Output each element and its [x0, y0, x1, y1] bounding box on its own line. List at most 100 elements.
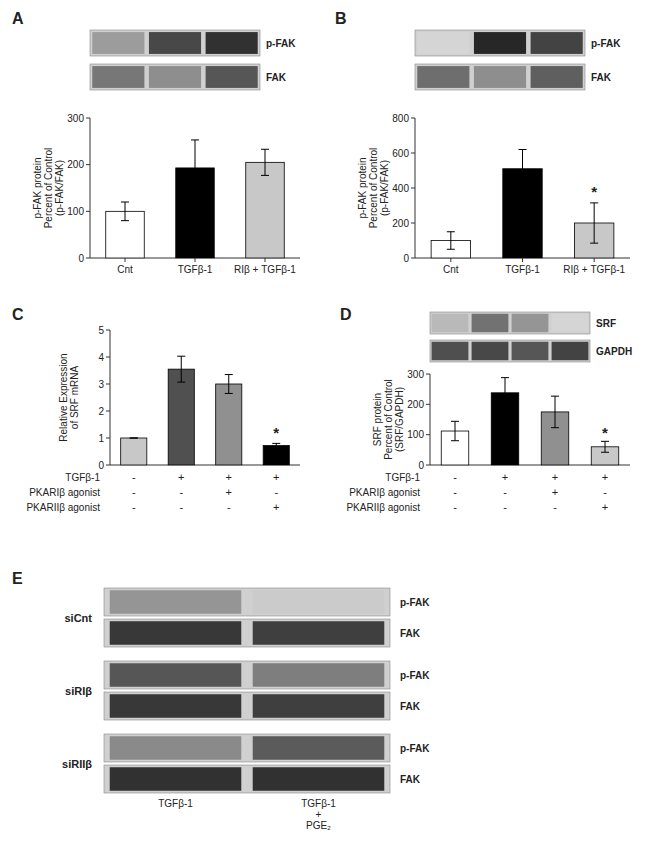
y-axis: [110, 330, 111, 465]
strip-label: p-FAK: [400, 597, 430, 608]
panel-letter: E: [12, 570, 23, 587]
blot-strip: [104, 734, 390, 762]
blot-band: [552, 314, 589, 332]
y-tick-label: 0: [78, 253, 84, 264]
y-tick: [411, 153, 415, 154]
y-tick-label: 200: [67, 159, 84, 170]
blot-band: [552, 342, 589, 360]
bar: [168, 369, 194, 465]
error-bar: [272, 443, 280, 447]
blot-strip: [104, 692, 390, 720]
strip-label: p-FAK: [266, 38, 296, 49]
strip-label: p-FAK: [400, 743, 430, 754]
table-cell: +: [273, 501, 279, 513]
y-tick-label: 0: [403, 253, 409, 264]
x-tick-label: TGFβ-1: [178, 264, 213, 275]
blot-band: [432, 314, 469, 332]
blot-band: [206, 32, 258, 54]
group-label: siCnt: [65, 612, 93, 624]
blot-strip: [104, 588, 390, 616]
blot-band: [149, 32, 201, 54]
panel-letter: A: [12, 10, 24, 27]
strip-label: p-FAK: [400, 670, 430, 681]
bar-panel: C012345Relative Expressionof SRF mRNA*TG…: [12, 306, 300, 513]
x-tick-label: RIβ + TGFβ-1: [234, 264, 296, 275]
y-axis-label: Relative Expressionof SRF mRNA: [58, 353, 80, 441]
table-cell: +: [178, 471, 184, 483]
table-cell: -: [453, 501, 457, 513]
error-bar: [601, 441, 609, 452]
blot-band: [92, 32, 144, 54]
strip-label: p-FAK: [591, 38, 621, 49]
y-tick: [106, 384, 110, 385]
y-tick-label: 0: [98, 460, 104, 471]
x-tick-label: RIβ + TGFβ-1: [563, 264, 625, 275]
strip-label: GAPDH: [596, 346, 632, 357]
blot-band: [253, 590, 385, 614]
x-tick-label: Cnt: [117, 264, 133, 275]
blot-strip: [90, 30, 260, 56]
blot-band: [206, 66, 258, 88]
blot-band: [92, 66, 144, 88]
marks: [121, 356, 290, 465]
error-bar: [261, 149, 269, 175]
bar-panel: 0100200300SRF proteinPercent of Control(…: [346, 369, 630, 514]
blot-band: [472, 314, 509, 332]
table-cell: -: [503, 486, 507, 498]
y-tick: [106, 330, 110, 331]
y-tick: [426, 374, 430, 375]
error-bar: [225, 375, 233, 394]
table-cell: +: [602, 471, 608, 483]
blot-strip: [104, 661, 390, 689]
table-cell: -: [132, 471, 136, 483]
blot-band: [472, 342, 509, 360]
blot-band: [417, 32, 469, 54]
strip-label: FAK: [400, 701, 421, 712]
bar-panel: 0200400600800p-FAK proteinPercent of Con…: [357, 113, 630, 276]
panel-letter: B: [335, 10, 347, 27]
blot-strip: [104, 765, 390, 793]
x-tick-label: Cnt: [443, 264, 459, 275]
error-bar: [501, 378, 509, 408]
error-bar: [130, 438, 138, 439]
blot-band: [110, 694, 242, 718]
table-cell: +: [226, 486, 232, 498]
blot-band: [253, 663, 385, 687]
table-cell: -: [132, 486, 136, 498]
table-cell: -: [132, 501, 136, 513]
table-cell: -: [179, 501, 183, 513]
blot-strip: [430, 340, 590, 362]
y-tick-label: 4: [98, 352, 104, 363]
blot-panel: EsiCntp-FAKFAKsiRIβp-FAKFAKsiRIIβp-FAKFA…: [12, 570, 430, 831]
y-tick-label: 0: [418, 460, 424, 471]
y-tick: [426, 434, 430, 435]
error-bar: [177, 356, 185, 382]
blot-panel: Ap-FAK FAK: [12, 10, 296, 90]
x-tick: [125, 258, 126, 262]
table-cell: +: [226, 471, 232, 483]
x-tick: [522, 258, 523, 262]
blot-band: [474, 66, 526, 88]
blot-strip: [104, 619, 390, 647]
group-label: siRIβ: [65, 685, 92, 697]
table-cell: -: [179, 486, 183, 498]
bar: [246, 162, 285, 258]
error-bar: [551, 396, 559, 428]
x-tick: [450, 258, 451, 262]
blot-panel: Bp-FAKFAK: [335, 10, 621, 90]
x-tick: [265, 258, 266, 262]
table-cell: +: [502, 471, 508, 483]
error-bar: [191, 140, 199, 196]
table-row-label: TGFβ-1: [385, 472, 420, 483]
annotation: *: [602, 424, 608, 441]
y-tick: [86, 118, 90, 119]
table-cell: -: [227, 501, 231, 513]
table-cell: +: [552, 471, 558, 483]
blot-band: [432, 342, 469, 360]
figure: Ap-FAKFAK0100200300p-FAK proteinPercent …: [0, 0, 650, 844]
strip-label: FAK: [266, 72, 287, 83]
marks: [431, 150, 614, 259]
blot-band: [253, 767, 385, 791]
strip-label: FAK: [400, 774, 421, 785]
panel-letter: D: [340, 306, 352, 323]
